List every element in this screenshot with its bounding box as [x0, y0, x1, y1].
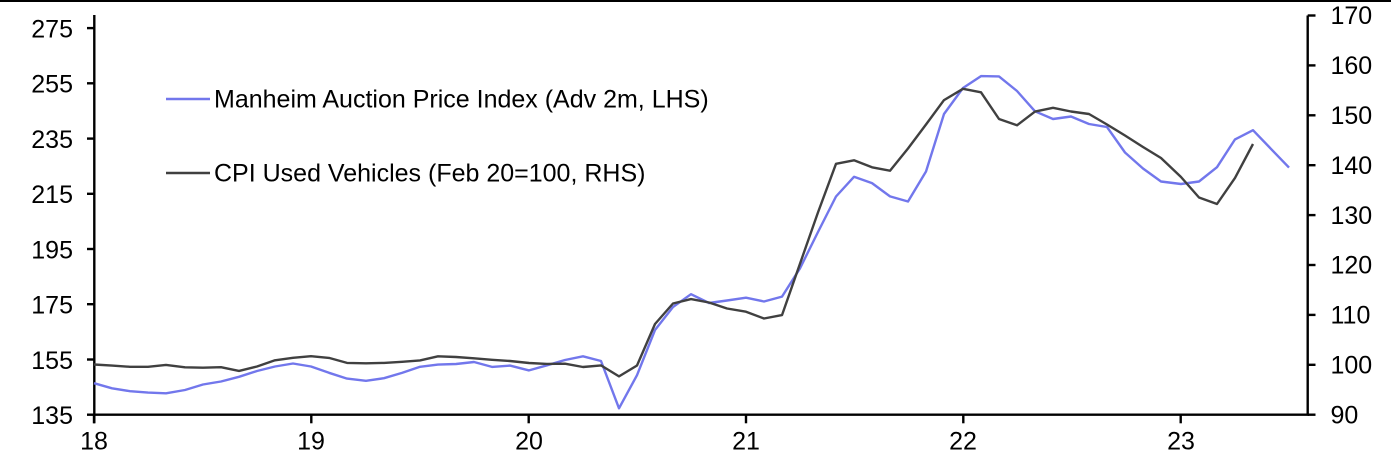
svg-text:110: 110 [1331, 302, 1371, 330]
svg-text:215: 215 [31, 181, 73, 209]
svg-text:255: 255 [31, 71, 73, 99]
svg-text:Manheim Auction Price Index (A: Manheim Auction Price Index (Adv 2m, LHS… [214, 86, 709, 114]
svg-text:18: 18 [80, 428, 108, 456]
svg-text:90: 90 [1331, 401, 1359, 429]
svg-text:23: 23 [1167, 428, 1195, 456]
svg-text:19: 19 [297, 428, 325, 456]
svg-text:195: 195 [31, 236, 73, 264]
svg-text:CPI Used Vehicles (Feb 20=100,: CPI Used Vehicles (Feb 20=100, RHS) [214, 160, 645, 188]
svg-text:170: 170 [1331, 2, 1373, 30]
svg-text:160: 160 [1331, 52, 1373, 80]
svg-text:150: 150 [1331, 102, 1373, 130]
svg-text:20: 20 [515, 428, 543, 456]
svg-text:235: 235 [31, 126, 73, 154]
svg-text:22: 22 [949, 428, 977, 456]
svg-text:140: 140 [1331, 152, 1373, 180]
svg-text:135: 135 [31, 402, 73, 430]
svg-text:120: 120 [1331, 252, 1373, 280]
svg-text:175: 175 [31, 292, 73, 320]
svg-text:100: 100 [1331, 352, 1373, 380]
svg-text:21: 21 [732, 428, 760, 456]
svg-text:275: 275 [31, 16, 73, 44]
svg-text:155: 155 [31, 347, 73, 375]
svg-text:130: 130 [1331, 202, 1373, 230]
